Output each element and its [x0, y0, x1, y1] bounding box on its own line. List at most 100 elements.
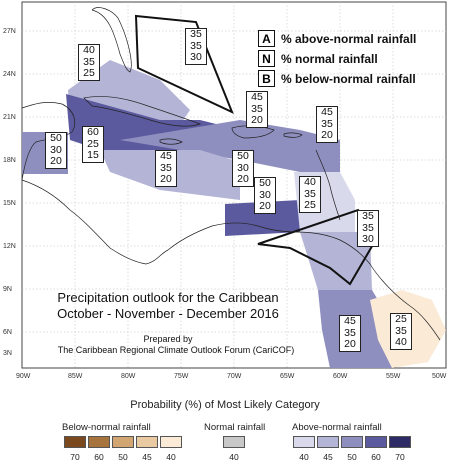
swatch-above-50: [341, 436, 363, 448]
prob-below: 15: [87, 149, 99, 161]
yucatan-coast: [21, 102, 76, 181]
prob-box-bahamas-south: 45 35 20: [246, 91, 268, 128]
prob-above: 50: [50, 132, 62, 144]
prob-box-leewards-north: 45 35 20: [316, 106, 338, 143]
key-below: B % below-normal rainfall: [258, 70, 416, 87]
swatch-above-60: [365, 436, 387, 448]
legend-above-label: Above-normal rainfall: [292, 422, 382, 433]
prob-box-hispaniola: 50 30 20: [232, 150, 254, 187]
lat-label: 15N: [3, 200, 16, 207]
legend-below-label: Below-normal rainfall: [62, 422, 151, 433]
prob-box-gulf-cuba: 40 35 25: [78, 44, 100, 81]
prob-box-guianas: 45 35 20: [339, 315, 361, 352]
prob-below: 25: [83, 67, 95, 79]
prob-normal: 35: [251, 102, 263, 115]
map-title-line2: October - November - December 2016: [57, 306, 279, 321]
prob-above: 45: [251, 91, 263, 103]
prob-above: 45: [344, 315, 356, 327]
lon-label: 75W: [174, 373, 189, 380]
lon-label: 90W: [16, 373, 31, 380]
key-text-normal: % normal rainfall: [281, 51, 378, 66]
legend-below-ticks: 70 60 50 45 40: [63, 452, 183, 462]
central-america-coast: [21, 179, 169, 265]
prob-normal: 35: [344, 326, 356, 339]
swatch-normal-40: [223, 436, 245, 448]
longitude-labels: 90W 85W 80W 75W 70W 65W 60W 55W 50W: [16, 373, 447, 380]
swatch-above-40: [293, 436, 315, 448]
lon-label: 50W: [432, 373, 447, 380]
prob-above: 35: [362, 210, 374, 222]
tick: 70: [395, 452, 405, 462]
swatch-above-70: [389, 436, 411, 448]
lat-label: 21N: [3, 114, 16, 121]
prob-box-bahamas-north: 35 35 30: [185, 28, 207, 65]
puerto-rico-coast: [283, 132, 303, 138]
prob-normal: 35: [321, 117, 333, 130]
tick: 50: [347, 452, 357, 462]
key-letter-b: B: [258, 70, 275, 87]
prepared-org: The Caribbean Regional Climate Outlook F…: [57, 345, 295, 355]
prob-box-jamaica-south: 45 35 20: [155, 150, 177, 187]
tick: 70: [70, 452, 80, 462]
lat-label: 9N: [3, 286, 12, 293]
lat-label: 3N: [3, 350, 12, 357]
lon-label: 70W: [227, 373, 242, 380]
key-text-above: % above-normal rainfall: [281, 31, 417, 46]
tick: 40: [299, 452, 309, 462]
prob-normal: 35: [83, 55, 95, 68]
legend-normal-label: Normal rainfall: [204, 422, 266, 433]
swatch-below-70: [64, 436, 86, 448]
prob-below: 20: [321, 129, 333, 141]
prob-above: 35: [190, 28, 202, 40]
tick: 40: [229, 452, 239, 462]
prob-above: 45: [160, 150, 172, 162]
tick: 60: [94, 452, 104, 462]
prob-below: 20: [259, 200, 271, 212]
prob-normal: 35: [190, 39, 202, 52]
key-normal: N % normal rainfall: [258, 50, 378, 67]
legend-below-swatches: [64, 436, 184, 448]
lat-label: 12N: [3, 243, 16, 250]
prob-below: 25: [304, 199, 316, 211]
prob-normal: 35: [304, 187, 316, 200]
swatch-below-60: [88, 436, 110, 448]
prob-below: 20: [160, 173, 172, 185]
tick: 40: [166, 452, 176, 462]
key-letter-a: A: [258, 30, 275, 47]
prob-below: 20: [344, 338, 356, 350]
prob-box-caribbean-central: 50 30 20: [254, 177, 276, 214]
florida-coast: [91, 7, 132, 73]
prepared-by: Prepared by: [143, 334, 193, 344]
map-title-line1: Precipitation outlook for the Caribbean: [57, 290, 279, 305]
venezuela-coast: [295, 231, 441, 341]
prob-box-cuba-jamaica: 60 25 15: [82, 126, 104, 163]
lat-label: 18N: [3, 157, 16, 164]
prob-normal: 25: [87, 137, 99, 150]
lon-label: 80W: [121, 373, 136, 380]
lat-label: 24N: [3, 71, 16, 78]
tick: 50: [118, 452, 128, 462]
lat-label: 6N: [3, 329, 12, 336]
swatch-below-45: [136, 436, 158, 448]
tick: 45: [142, 452, 152, 462]
prob-box-french-guiana: 25 35 40: [390, 313, 412, 350]
key-text-below: % below-normal rainfall: [281, 71, 416, 86]
prob-above: 25: [395, 313, 407, 325]
region-hispaniola: [120, 120, 340, 172]
lat-label: 27N: [3, 28, 16, 35]
swatch-below-40: [160, 436, 182, 448]
legend-title: Probability (%) of Most Likely Category: [130, 399, 320, 411]
prob-normal: 30: [237, 161, 249, 174]
tick: 45: [323, 452, 333, 462]
prob-box-windwards: 35 35 30: [357, 210, 379, 247]
prob-box-central-america-north: 50 30 20: [45, 132, 67, 169]
prob-above: 50: [237, 150, 249, 162]
lon-label: 85W: [68, 373, 83, 380]
prob-below: 20: [237, 173, 249, 185]
prob-normal: 30: [50, 143, 62, 156]
prob-below: 40: [395, 336, 407, 348]
legend-normal-swatches: [223, 436, 247, 448]
region-bahamas-north: [134, 14, 234, 114]
legend-above-ticks: 40 45 50 60 70: [292, 452, 412, 462]
